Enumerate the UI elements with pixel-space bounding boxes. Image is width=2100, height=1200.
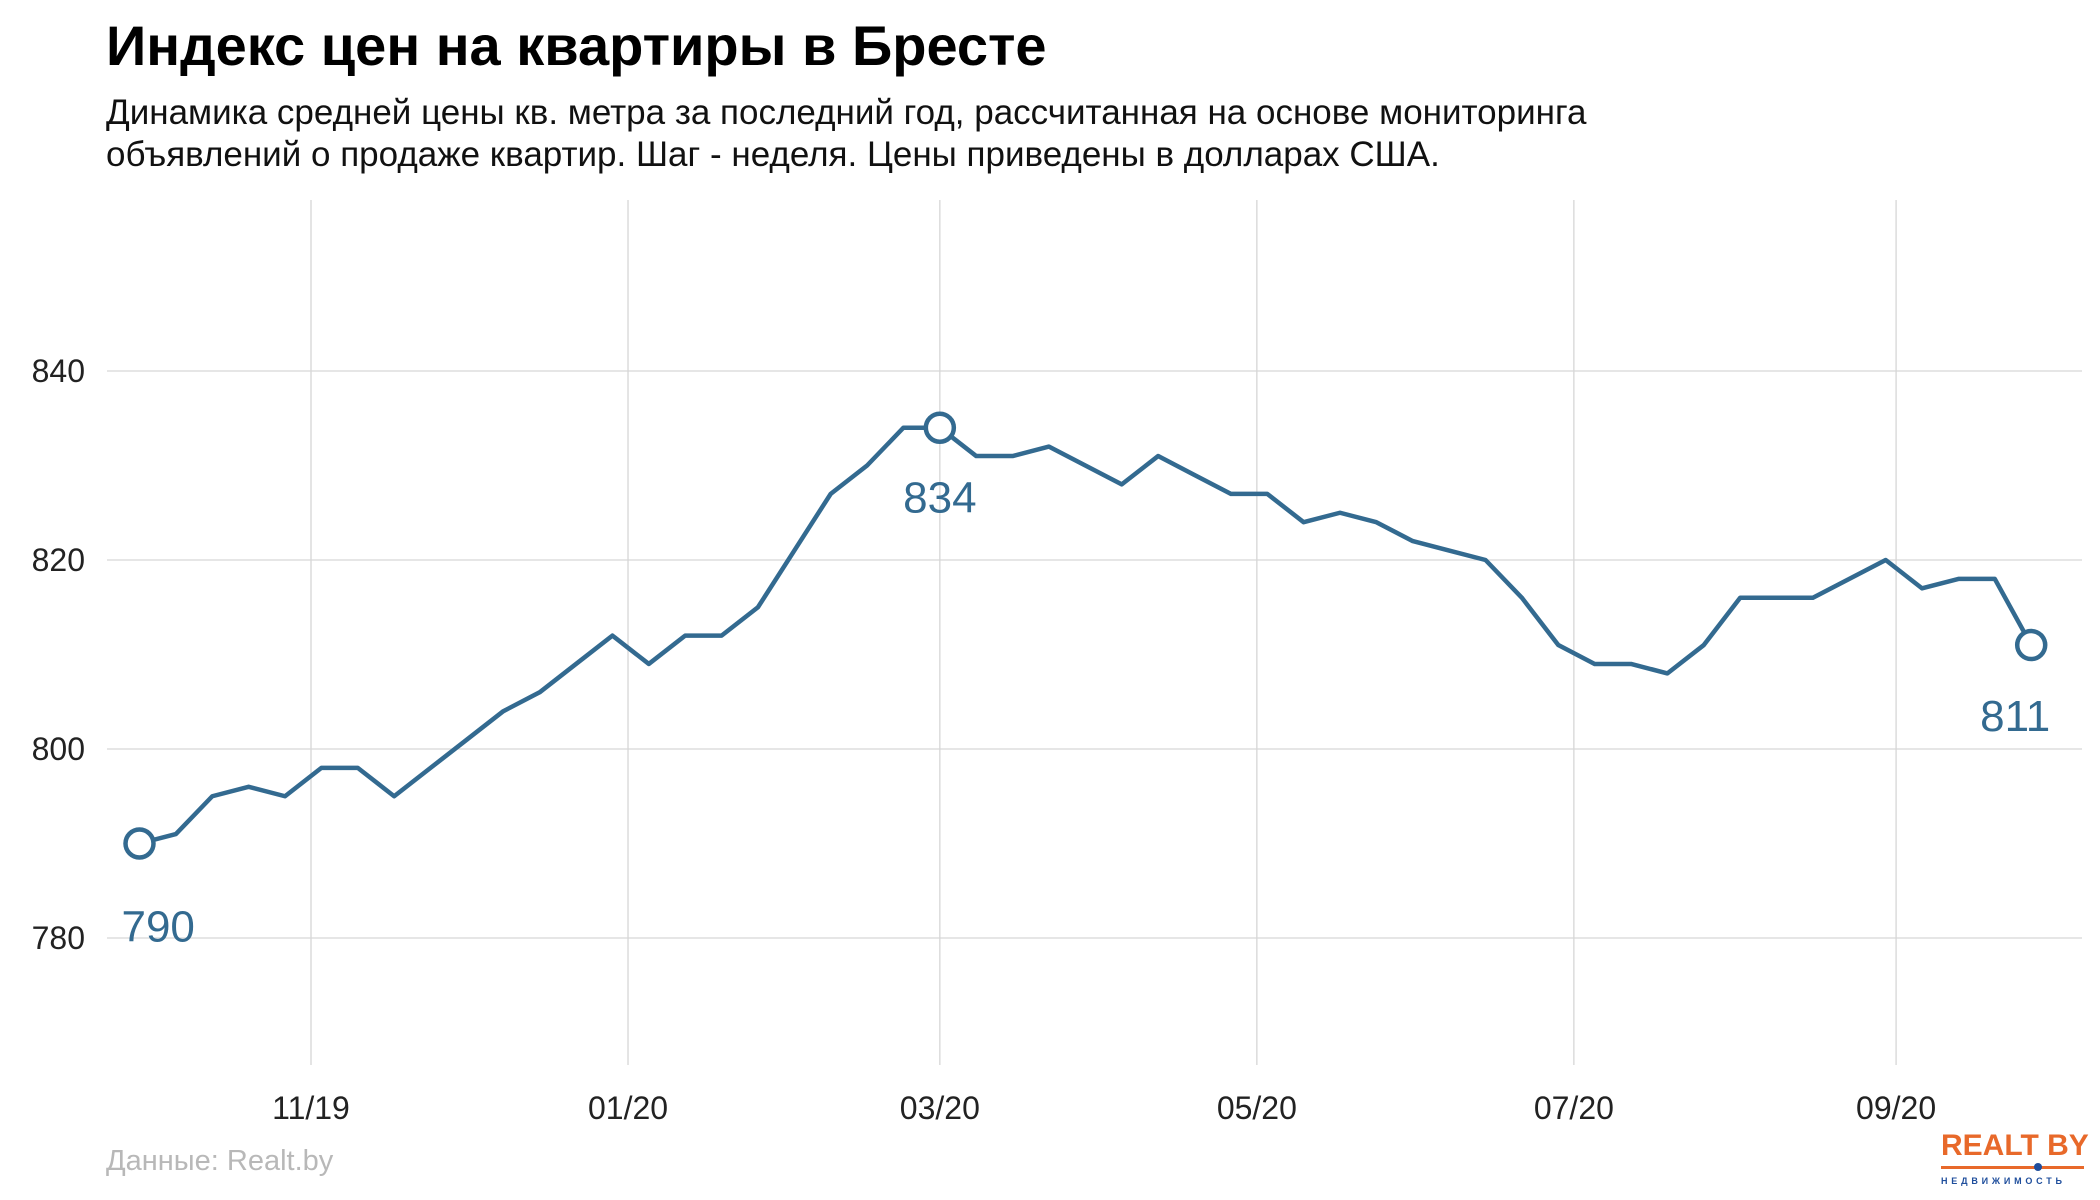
price-line	[138, 425, 2034, 846]
highlight-marker	[923, 411, 957, 444]
source-note: Данные: Realt.by	[106, 1145, 334, 1177]
point-label: 811	[1980, 692, 2050, 741]
y-tick-label: 800	[32, 731, 85, 767]
realt-by-logo: REALT BY НЕДВИЖИМОСТЬ	[1937, 1129, 2089, 1194]
point-label: 834	[903, 474, 976, 523]
logo-wordmark: REALT BY	[1941, 1129, 2089, 1162]
x-tick-label: 11/19	[272, 1090, 350, 1126]
x-tick-label: 09/20	[1856, 1090, 1936, 1126]
y-tick-label: 840	[32, 353, 85, 389]
x-tick-label: 03/20	[900, 1090, 980, 1126]
logo-dot	[2034, 1163, 2042, 1171]
x-tick-label: 05/20	[1217, 1090, 1297, 1126]
x-tick-label: 01/20	[588, 1090, 668, 1126]
y-tick-label: 780	[32, 920, 85, 956]
x-tick-label: 07/20	[1534, 1090, 1614, 1126]
point-label: 790	[121, 903, 194, 952]
y-tick-label: 820	[32, 542, 85, 578]
subtitle-line-2: объявлений о продаже квартир. Шаг - неде…	[106, 135, 1440, 174]
logo-subtext: НЕДВИЖИМОСТЬ	[1941, 1176, 2066, 1186]
chart-subtitle: Динамика средней цены кв. метра за после…	[106, 92, 1906, 176]
highlight-marker	[2014, 628, 2048, 662]
logo-underline	[1941, 1166, 2084, 1169]
subtitle-line-1: Динамика средней цены кв. метра за после…	[106, 93, 1587, 132]
highlight-marker	[123, 827, 156, 860]
chart-title: Индекс цен на квартиры в Бресте	[106, 14, 1047, 77]
